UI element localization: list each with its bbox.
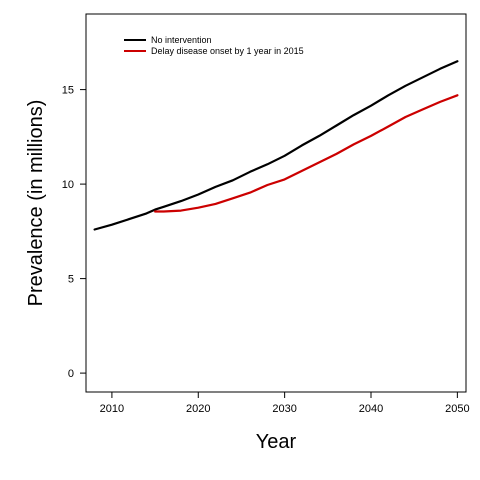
- x-tick-label: 2030: [272, 403, 296, 415]
- series-line-1: [154, 94, 459, 213]
- series-line-0: [93, 60, 459, 231]
- y-tick-label: 15: [62, 85, 74, 97]
- y-axis-title: Prevalence (in millions): [25, 100, 47, 307]
- x-tick-label: 2020: [186, 403, 210, 415]
- plot-frame: [85, 13, 467, 393]
- x-tick-label: 2050: [445, 403, 469, 415]
- y-tick-label: 5: [68, 274, 74, 286]
- x-tick-label: 2040: [359, 403, 383, 415]
- series-lines: [93, 60, 459, 231]
- legend-label-0: No intervention: [151, 35, 212, 45]
- y-tick-label: 0: [68, 368, 74, 380]
- x-axis-title: Year: [256, 431, 297, 453]
- axes: 2010 2020 2030 2040 2050 0 5 10 15: [62, 85, 470, 415]
- legend-label-1: Delay disease onset by 1 year in 2015: [151, 46, 304, 56]
- y-tick-label: 10: [62, 179, 74, 191]
- x-tick-label: 2010: [100, 403, 124, 415]
